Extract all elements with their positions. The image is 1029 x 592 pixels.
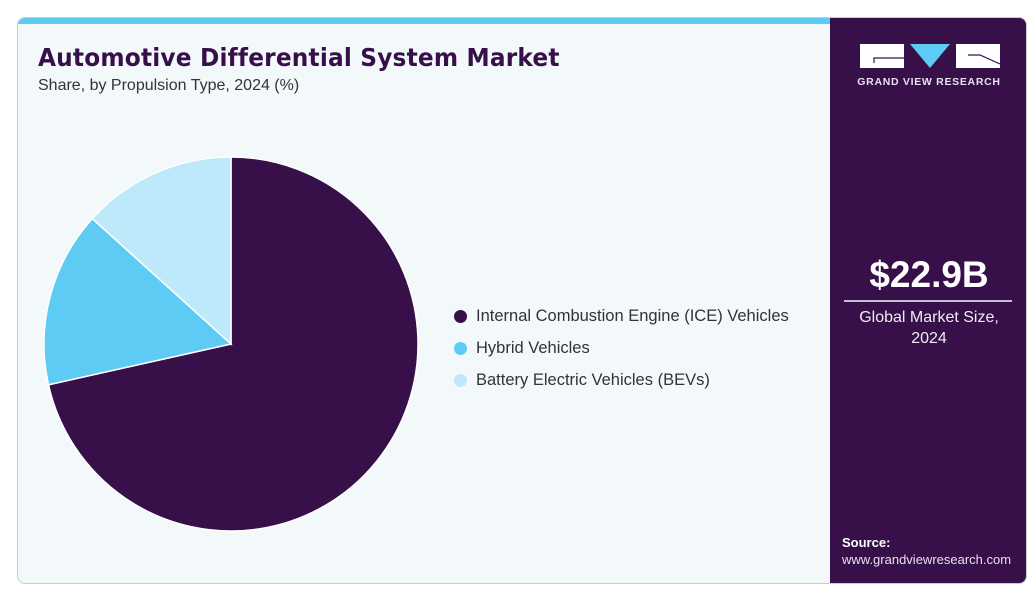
legend-label-bev: Battery Electric Vehicles (BEVs): [476, 370, 710, 389]
market-size-label: Global Market Size, 2024: [830, 307, 1026, 349]
chart-card: Automotive Differential System Market Sh…: [17, 17, 1027, 584]
source-label: Source:: [842, 535, 891, 550]
chart-title: Automotive Differential System Market: [38, 43, 560, 72]
market-size-value: $22.9B: [869, 254, 989, 295]
source-url[interactable]: www.grandviewresearch.com: [842, 552, 1012, 567]
legend-item-hybrid: Hybrid Vehicles: [454, 332, 789, 364]
grand-view-research-logo-icon: [860, 44, 1000, 68]
legend-item-ice: Internal Combustion Engine (ICE) Vehicle…: [454, 300, 789, 332]
legend-label-ice: Internal Combustion Engine (ICE) Vehicle…: [476, 306, 789, 325]
legend-swatch-hybrid: [454, 341, 467, 355]
chart-subtitle: Share, by Propulsion Type, 2024 (%): [38, 77, 300, 94]
pie-slice-hybrid: [43, 217, 233, 386]
divider: [844, 300, 1012, 302]
market-size-label-line2: 2024: [911, 330, 947, 347]
chart-legend: Internal Combustion Engine (ICE) Vehicle…: [454, 300, 789, 396]
accent-bar: [18, 18, 830, 24]
pie-slice-bev: [91, 156, 232, 346]
legend-label-hybrid: Hybrid Vehicles: [476, 338, 590, 357]
pie-chart: [43, 156, 419, 532]
legend-swatch-ice: [454, 309, 467, 323]
legend-item-bev: Battery Electric Vehicles (BEVs): [454, 364, 789, 396]
market-size-label-line1: Global Market Size,: [859, 309, 999, 326]
info-sidebar: GRAND VIEW RESEARCH $22.9B Global Market…: [830, 18, 1026, 583]
legend-swatch-bev: [454, 373, 467, 387]
pie-slice-ice: [47, 156, 419, 532]
brand-name: GRAND VIEW RESEARCH: [857, 76, 1001, 88]
